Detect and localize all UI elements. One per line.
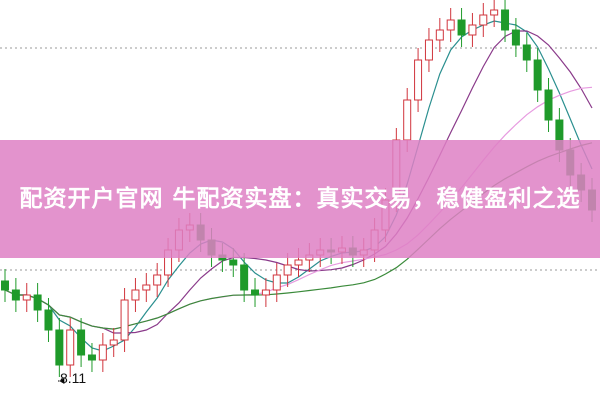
low-price-label: 8.11 [60, 370, 87, 386]
banner-title: 配资开户官网 牛配资实盘：真实交易，稳健盈利之选 [19, 186, 581, 212]
candle-up [424, 39, 433, 61]
candle-down [533, 59, 542, 91]
candle-up [479, 14, 488, 26]
candle-up [131, 289, 140, 301]
candle-up [403, 99, 412, 141]
candle-up [294, 259, 303, 266]
candle-down [1, 280, 9, 291]
candle-up [120, 299, 129, 341]
candle-down [33, 294, 42, 311]
candle-down [457, 19, 466, 36]
candle-down [511, 29, 520, 46]
candle-down [87, 354, 96, 361]
candle-down [544, 89, 553, 121]
candle-up [66, 329, 75, 366]
candle-up [98, 344, 107, 361]
title-banner: 配资开户官网 牛配资实盘：真实交易，稳健盈利之选 [0, 140, 600, 258]
candle-down [11, 289, 20, 301]
candle-up [109, 339, 118, 346]
candle-up [261, 289, 270, 296]
candle-up [490, 9, 499, 16]
candle-up [22, 294, 31, 301]
candle-up [435, 29, 444, 41]
candle-down [77, 329, 86, 356]
candle-down [55, 329, 64, 366]
candle-down [522, 44, 531, 61]
candle-up [153, 274, 162, 286]
candle-up [468, 24, 477, 36]
candle-down [251, 289, 260, 296]
candle-up [414, 59, 423, 101]
candle-up [272, 274, 281, 291]
low-marker-arrow-icon [59, 378, 65, 384]
candle-down [44, 309, 53, 331]
candle-down [229, 259, 238, 266]
candle-down [240, 264, 249, 291]
candle-up [446, 19, 455, 31]
candle-down [501, 9, 510, 31]
candle-up [283, 264, 292, 276]
candle-up [142, 284, 151, 291]
